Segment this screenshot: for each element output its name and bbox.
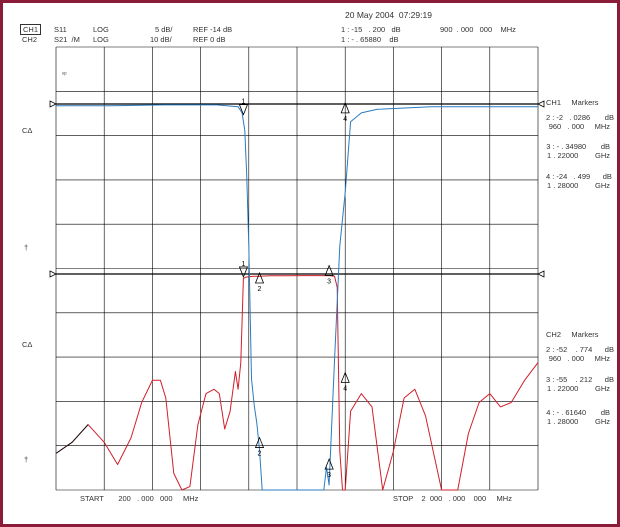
ch1-marker-freq: 900 . 000 000 MHz [440,25,516,34]
ch2-cal-indicator: CΔ [22,340,33,349]
ch2-param: S21 /M [54,35,80,44]
ch2-format: LOG [93,35,109,44]
ref-pointer-right [537,270,545,278]
ch2-marker-2-value: 2 : -52 . 774 dB [546,345,614,354]
ch1-marker-4-value: 4 : -24 . 499 dB [546,172,612,181]
trace-s21 [55,275,539,491]
stop-frequency: STOP 2 000 . 000 000 MHz [393,494,512,503]
marker-ch1-2 [254,436,265,448]
marker-label-ch1-2: 2 [258,451,262,458]
ch1-param: S11 [54,25,67,34]
ch2-port-indicator: † [24,455,29,464]
start-frequency: START 200 . 000 000 MHz [80,494,199,503]
marker-label-ch2-3: 3 [327,279,331,286]
ch1-ref: REF -14 dB [193,25,233,34]
ch2-marker-3-freq: 1 . 22000 GHz [547,384,610,393]
ch2-marker-3-value: 3 : -55 . 212 dB [546,375,614,384]
marker-ch1-4 [340,101,350,114]
ch2-scale: 10 dB/ [150,35,172,44]
ref-pointer-right [537,100,545,108]
marker-ch2-3 [324,264,334,276]
ch2-label[interactable]: CH2 [22,35,38,44]
ch1-marker-2-freq: 960 . 000 MHz [548,122,610,131]
marker-ch2-1 [238,266,249,278]
ch1-markers-title: CH1 Markers [546,98,599,107]
ch1-label[interactable]: CH1 [20,24,42,35]
plot-grid [55,46,539,491]
ch1-marker-2-value: 2 : -2 . 0286 dB [546,113,614,122]
ch2-marker-readout: 1 : - . 65880 dB [341,35,399,44]
marker-label-ch1-3: 3 [327,472,331,479]
ch1-marker-4-freq: 1 . 28000 GHz [547,181,610,190]
ch1-marker-3-freq: 1 . 22000 GHz [547,151,610,160]
ch2-ref: REF 0 dB [193,35,226,44]
reference-lines [49,100,545,278]
ref-pointer-left [49,270,57,278]
ch1-port-indicator: † [24,243,29,252]
ch1-marker-readout: 1 : -15 . 200 dB [341,25,401,34]
marker-label-ch2-4: 4 [343,386,347,393]
marker-ch1-3 [324,458,334,470]
ch1-format: LOG [93,25,109,34]
date-time: 20 May 2004 07:29:19 [345,10,432,20]
trace-layer [55,104,539,491]
ch1-scale: 5 dB/ [155,25,173,34]
ch2-marker-4-value: 4 : - . 61640 dB [546,408,610,417]
trace-s11 [56,104,538,491]
marker-ch2-2 [254,271,265,284]
marker-label-ch1-4: 4 [343,116,347,123]
marker-label-ch2-2: 2 [258,286,262,293]
ref-pointer-left [49,100,57,108]
ch2-marker-4-freq: 1 . 28000 GHz [547,417,610,426]
marker-label-ch1-1: 1 [241,99,245,106]
ch2-markers-title: CH2 Markers [546,330,599,339]
ch1-cal-indicator: CΔ [22,126,33,135]
trace-indicator: ⁿᵖ [62,72,67,78]
marker-label-ch2-1: 1 [241,261,245,268]
marker-layer: 1 2 3 4 1 2 3 4 [238,99,350,479]
marker-ch1-1 [238,104,249,116]
trace-s21-start [55,424,89,454]
marker-ch2-4 [340,371,350,383]
ch2-marker-2-freq: 960 . 000 MHz [548,354,610,363]
ch1-marker-3-value: 3 : - . 34980 dB [546,142,610,151]
